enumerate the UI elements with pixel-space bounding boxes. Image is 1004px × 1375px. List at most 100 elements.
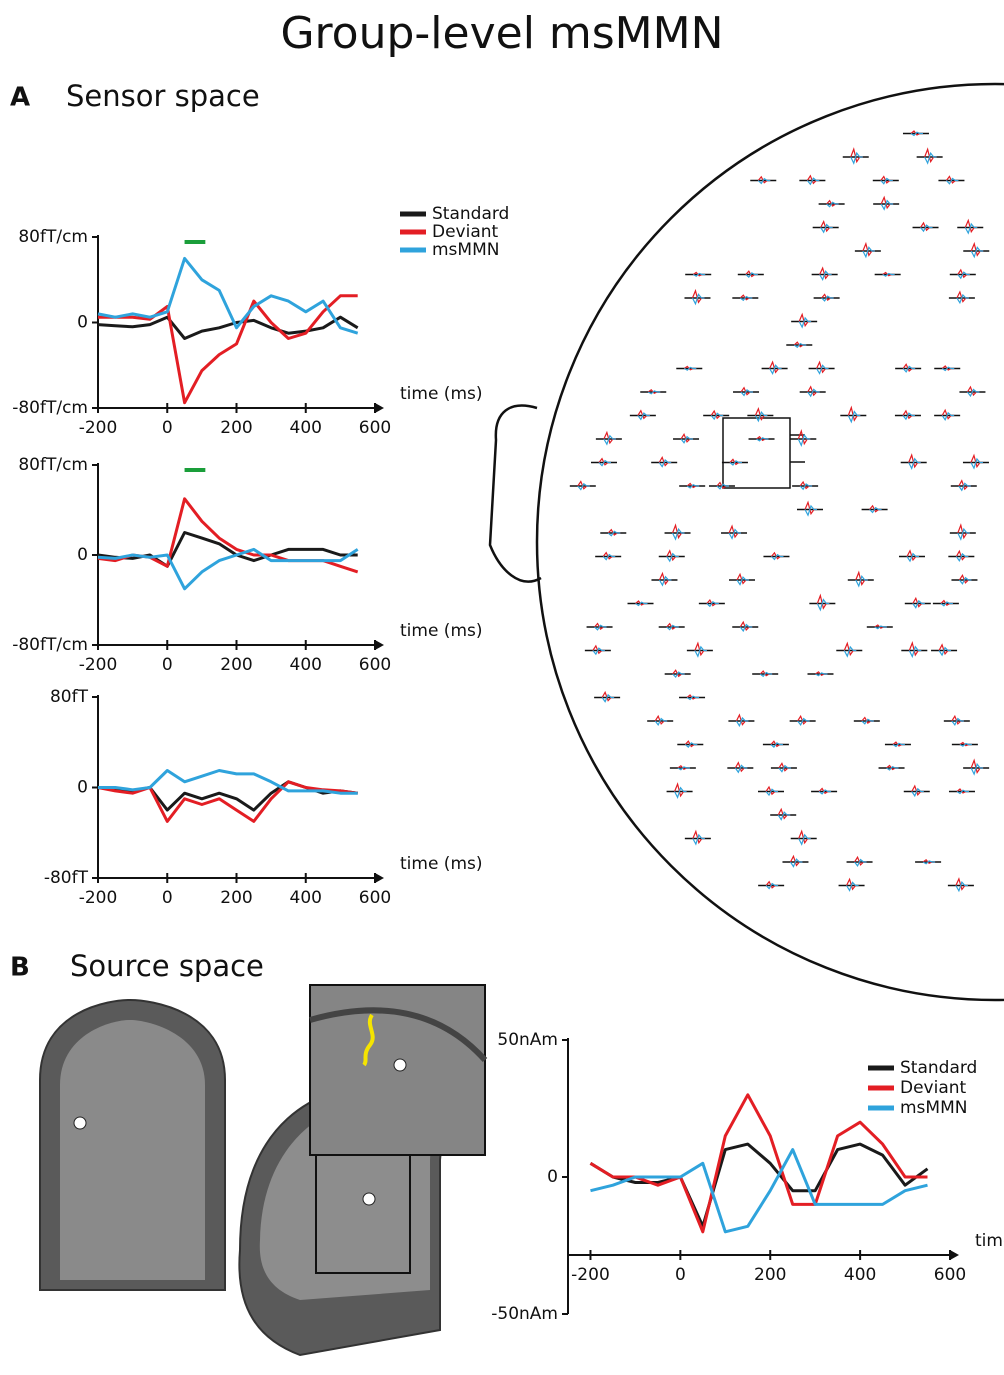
mini-trace [692, 833, 705, 846]
mini-trace [880, 177, 893, 185]
legend-label: msMMN [900, 1098, 967, 1118]
mini-trace [804, 504, 817, 517]
panel-title: Sensor space [66, 79, 260, 113]
legend-label: Deviant [900, 1078, 967, 1098]
mini-trace [938, 646, 952, 657]
mini-trace [777, 811, 791, 821]
mini-trace [941, 411, 955, 421]
mini-trace [806, 177, 820, 186]
mini-trace [759, 671, 773, 678]
mini-trace [959, 742, 972, 747]
mini-trace [757, 177, 771, 185]
mini-trace [820, 223, 833, 234]
mini-trace [958, 576, 972, 585]
source-dot [393, 1058, 407, 1072]
mini-trace [940, 601, 953, 607]
mini-trace [756, 437, 769, 442]
mri-images [39, 984, 488, 1357]
mini-trace [956, 293, 969, 305]
mini-trace [658, 458, 672, 468]
mini-trace [686, 484, 700, 489]
series-line [97, 780, 358, 823]
mini-trace [677, 766, 690, 771]
figure-title: Group-level msMMN [280, 8, 723, 59]
mini-trace [647, 390, 661, 395]
mini-trace [716, 483, 729, 490]
mini-trace [882, 272, 895, 277]
y-tick-label: 0 [77, 778, 88, 798]
mini-trace [728, 528, 742, 540]
x-tick-label: 600 [359, 418, 391, 438]
mini-trace [941, 366, 955, 372]
mini-trace [874, 625, 887, 630]
mini-trace [607, 530, 621, 537]
x-tick-label: 0 [162, 888, 173, 908]
mini-trace [957, 527, 970, 541]
y-tick-label: 0 [77, 545, 88, 565]
mini-trace [694, 645, 707, 658]
x-tick-label: 200 [220, 655, 252, 675]
zoom-box [722, 417, 791, 489]
mini-trace [683, 366, 697, 371]
mini-trace [854, 858, 867, 867]
coronal-brain [60, 1020, 205, 1280]
x-axis-label: time (ms) [400, 384, 483, 404]
mini-trace [603, 434, 616, 446]
mini-trace [861, 718, 874, 725]
mini-trace [956, 789, 969, 795]
mini-trace [908, 457, 921, 471]
series-line [589, 1142, 929, 1228]
mini-trace [771, 553, 784, 561]
x-tick-label: -200 [571, 1265, 610, 1285]
panel-label: B [10, 953, 30, 983]
x-tick-label: 600 [359, 888, 391, 908]
mini-trace [729, 460, 742, 466]
x-tick-label: 200 [220, 418, 252, 438]
mini-trace [958, 482, 971, 492]
mini-trace [924, 151, 937, 165]
mini-trace [798, 316, 812, 329]
mini-trace [778, 764, 791, 773]
mini-trace [955, 552, 969, 562]
mini-trace [970, 246, 984, 259]
y-tick-label: 80fT/cm [18, 455, 88, 475]
x-axis-arrow [375, 640, 384, 650]
mini-trace [658, 575, 672, 587]
mini-trace [906, 552, 919, 563]
mini-trace [908, 645, 922, 659]
mini-trace [862, 246, 875, 259]
mini-trace [970, 762, 984, 776]
mini-trace [819, 270, 832, 282]
mini-trace [692, 272, 706, 277]
mini-trace [966, 388, 980, 398]
mini-trace [951, 717, 964, 726]
mini-trace [684, 742, 698, 749]
x-axis-arrow [375, 873, 384, 883]
source-dot [73, 1116, 87, 1130]
y-tick-label: 0 [77, 313, 88, 333]
mini-trace [920, 224, 933, 233]
mini-trace [912, 599, 925, 609]
mini-trace [850, 151, 863, 165]
x-axis-label: time (ms) [975, 1231, 1004, 1251]
mini-trace [754, 410, 768, 423]
mini-trace [654, 717, 668, 726]
mini-trace [855, 574, 868, 588]
mini-trace [847, 410, 861, 424]
x-tick-label: 400 [290, 888, 322, 908]
mini-trace [734, 764, 748, 774]
mini-trace [601, 693, 615, 703]
x-tick-label: 0 [162, 418, 173, 438]
mini-trace [797, 717, 810, 726]
mini-trace [816, 364, 829, 375]
y-tick-label: 80fT [50, 687, 89, 707]
legend-label: Standard [432, 204, 509, 224]
series-line [590, 1148, 928, 1234]
mini-trace [946, 177, 959, 185]
mini-trace [821, 295, 834, 302]
mini-trace [592, 647, 605, 656]
mini-trace [691, 293, 705, 306]
mini-trace [911, 787, 924, 798]
mini-trace [672, 671, 685, 679]
